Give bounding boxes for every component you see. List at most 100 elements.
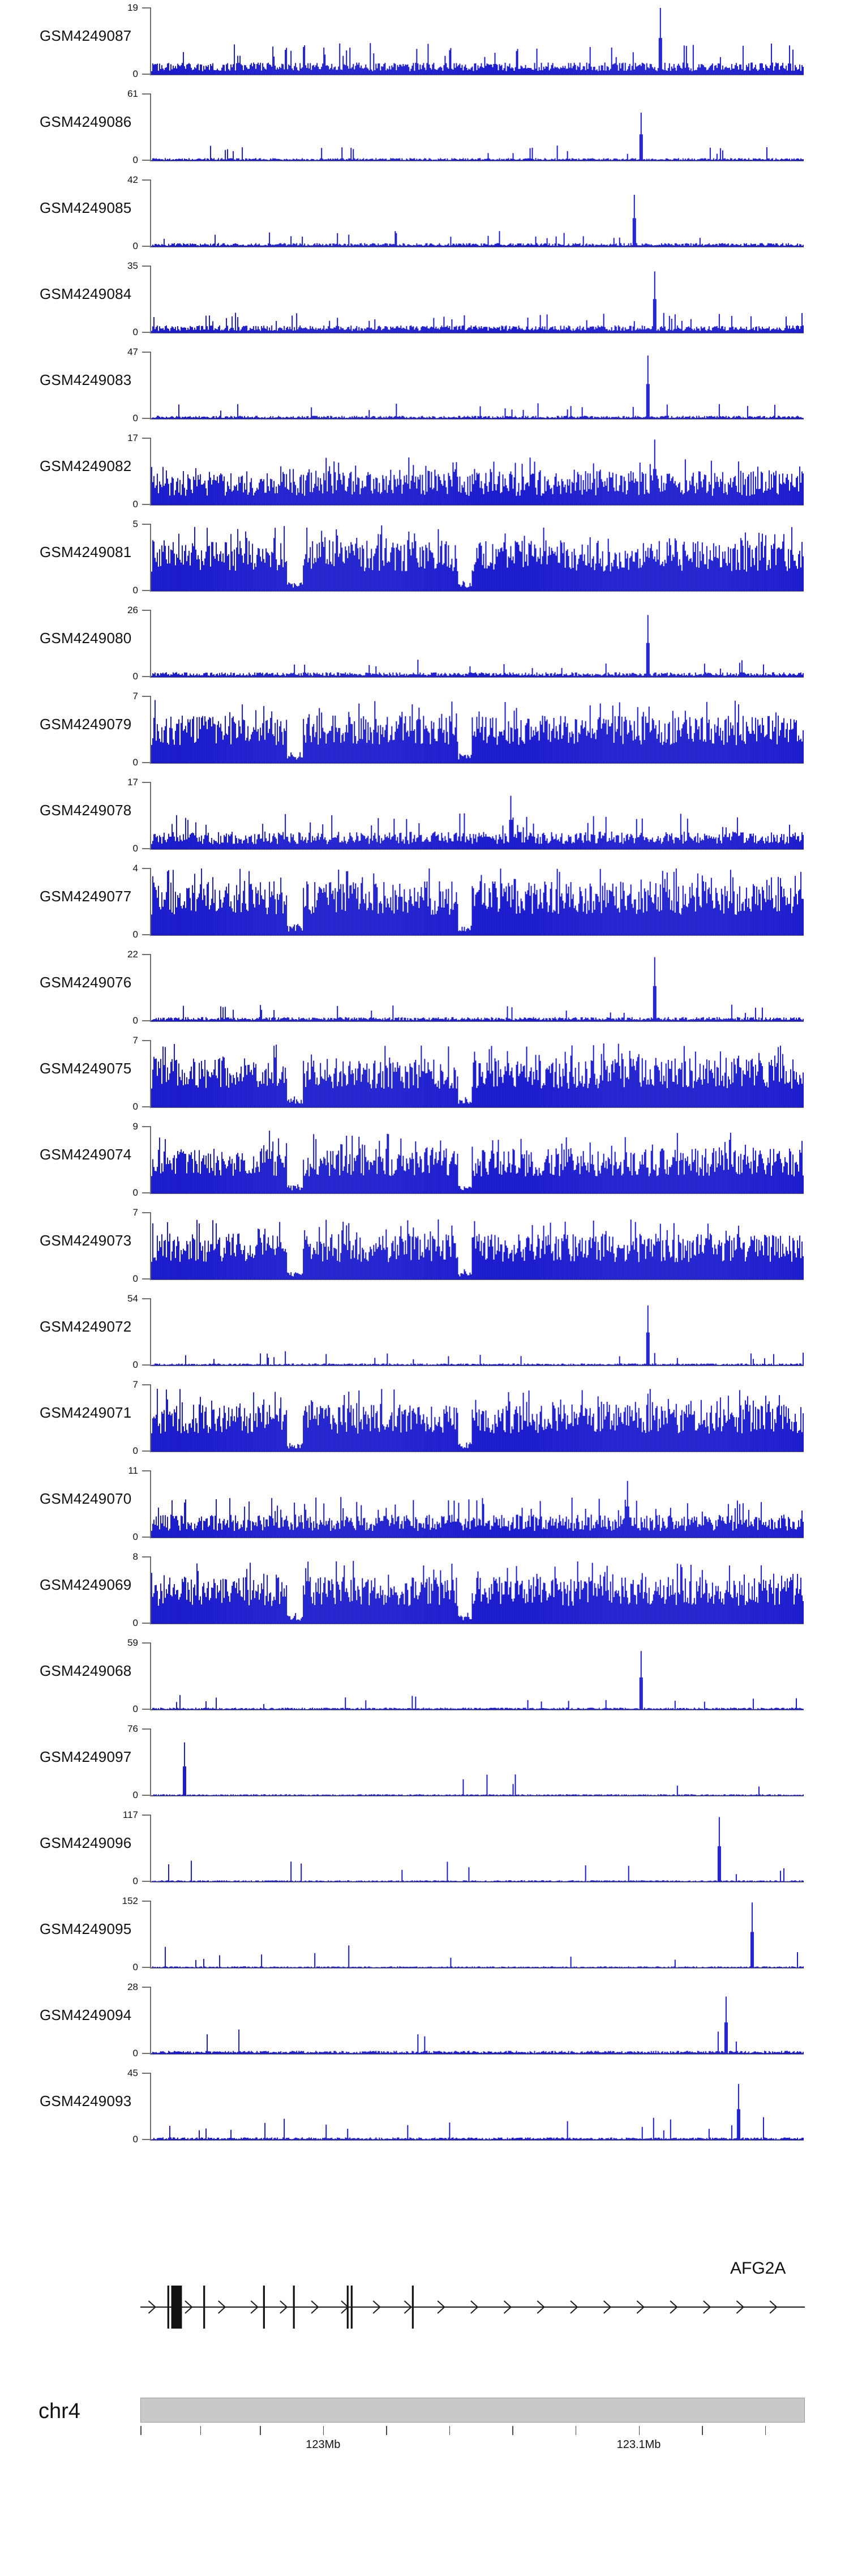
track-sample-label-GSM4249078: GSM4249078	[40, 802, 132, 819]
track-signal-plot[interactable]	[151, 868, 804, 935]
track-y-axis	[150, 868, 151, 935]
signal-track[interactable]: GSM4249080 26 0	[0, 602, 849, 688]
axis-min-label: 0	[132, 1273, 138, 1284]
track-y-axis	[150, 1987, 151, 2054]
track-sample-label-GSM4249085: GSM4249085	[40, 199, 132, 216]
ruler-tick-label: 123.1Mb	[616, 2438, 661, 2451]
axis-tick-top	[142, 610, 151, 611]
signal-track[interactable]: GSM4249078 17 0	[0, 774, 849, 861]
signal-track[interactable]: GSM4249076 22 0	[0, 947, 849, 1033]
track-signal-plot[interactable]	[151, 1557, 804, 1624]
track-y-axis	[150, 1901, 151, 1968]
signal-track[interactable]: GSM4249095 152 0	[0, 1893, 849, 1979]
track-signal-plot[interactable]	[151, 782, 804, 849]
gene-exon[interactable]	[411, 2286, 414, 2329]
track-signal-plot[interactable]	[151, 955, 804, 1021]
track-signal-plot[interactable]	[151, 94, 804, 161]
signal-track[interactable]: GSM4249081 5 0	[0, 516, 849, 602]
track-sample-label-GSM4249086: GSM4249086	[40, 113, 132, 130]
axis-tick-top	[142, 1815, 151, 1816]
axis-min-label: 0	[132, 499, 138, 510]
signal-track[interactable]: GSM4249084 35 0	[0, 258, 849, 344]
track-signal-plot[interactable]	[151, 524, 804, 591]
signal-track[interactable]: GSM4249085 42 0	[0, 172, 849, 258]
track-sample-label-GSM4249071: GSM4249071	[40, 1404, 132, 1421]
track-signal-plot[interactable]	[151, 1987, 804, 2054]
gene-exon[interactable]	[263, 2286, 265, 2329]
signal-track[interactable]: GSM4249077 4 0	[0, 861, 849, 947]
axis-tick-top	[142, 782, 151, 783]
signal-track[interactable]: GSM4249087 19 0	[0, 0, 849, 86]
track-y-axis	[150, 524, 151, 591]
gene-strand-arrow-icon	[769, 2300, 778, 2314]
signal-track[interactable]: GSM4249082 17 0	[0, 430, 849, 516]
gene-exon[interactable]	[167, 2286, 169, 2329]
track-signal-plot[interactable]	[151, 1041, 804, 1107]
track-signal-plot[interactable]	[151, 1729, 804, 1796]
gene-name-label: AFG2A	[730, 2259, 786, 2278]
track-signal-plot[interactable]	[151, 1643, 804, 1710]
axis-max-label: 4	[132, 863, 138, 874]
signal-track[interactable]: GSM4249097 76 0	[0, 1721, 849, 1807]
gene-exon[interactable]	[293, 2286, 295, 2329]
axis-min-label: 0	[132, 1015, 138, 1026]
track-sample-label-GSM4249094: GSM4249094	[40, 2006, 132, 2023]
gene-exon[interactable]	[174, 2286, 178, 2329]
gene-strand-arrow-icon	[148, 2300, 156, 2314]
axis-tick-bottom	[142, 1795, 151, 1796]
signal-track[interactable]: GSM4249075 7 0	[0, 1033, 849, 1119]
signal-track[interactable]: GSM4249072 54 0	[0, 1291, 849, 1377]
track-signal-plot[interactable]	[151, 438, 804, 505]
gene-exon[interactable]	[171, 2286, 175, 2329]
signal-track[interactable]: GSM4249074 9 0	[0, 1119, 849, 1205]
axis-max-label: 61	[127, 88, 138, 99]
track-signal-plot[interactable]	[151, 1815, 804, 1882]
signal-track[interactable]: GSM4249068 59 0	[0, 1635, 849, 1721]
signal-track[interactable]: GSM4249096 117 0	[0, 1807, 849, 1893]
axis-tick-bottom	[142, 1364, 151, 1366]
track-signal-plot[interactable]	[151, 1213, 804, 1280]
axis-tick-bottom	[142, 332, 151, 333]
signal-track[interactable]: GSM4249070 11 0	[0, 1463, 849, 1549]
track-signal-plot[interactable]	[151, 352, 804, 419]
track-signal-plot[interactable]	[151, 1299, 804, 1366]
signal-track[interactable]: GSM4249073 7 0	[0, 1205, 849, 1291]
track-y-axis	[150, 696, 151, 763]
signal-track[interactable]: GSM4249083 47 0	[0, 344, 849, 430]
axis-tick-bottom	[142, 1192, 151, 1193]
track-signal-plot[interactable]	[151, 1127, 804, 1193]
gene-exon[interactable]	[178, 2286, 182, 2329]
signal-track[interactable]: GSM4249069 8 0	[0, 1549, 849, 1635]
chromosome-ideogram-bar[interactable]	[140, 2398, 805, 2423]
track-signal-plot[interactable]	[151, 8, 804, 75]
signal-track[interactable]: GSM4249079 7 0	[0, 688, 849, 774]
track-y-axis	[150, 1299, 151, 1366]
axis-tick-bottom	[142, 1537, 151, 1538]
signal-track[interactable]: GSM4249086 61 0	[0, 86, 849, 172]
signal-track[interactable]: GSM4249071 7 0	[0, 1377, 849, 1463]
track-signal-plot[interactable]	[151, 2073, 804, 2140]
gene-exon[interactable]	[346, 2286, 349, 2329]
track-signal-plot[interactable]	[151, 696, 804, 763]
track-y-axis	[150, 8, 151, 75]
track-signal-plot[interactable]	[151, 1901, 804, 1968]
ruler-tick	[323, 2426, 324, 2435]
gene-exon[interactable]	[176, 2286, 180, 2329]
axis-tick-bottom	[142, 1278, 151, 1280]
gene-annotation-track[interactable]: AFG2A	[0, 2259, 849, 2355]
track-signal-plot[interactable]	[151, 180, 804, 247]
track-sample-label-GSM4249072: GSM4249072	[40, 1318, 132, 1335]
axis-min-label: 0	[132, 1704, 138, 1714]
signal-track[interactable]: GSM4249093 45 0	[0, 2065, 849, 2151]
track-y-axis	[150, 94, 151, 161]
gene-exon[interactable]	[350, 2286, 353, 2329]
gene-model-svg[interactable]	[0, 2282, 849, 2350]
track-signal-plot[interactable]	[151, 1471, 804, 1538]
axis-max-label: 59	[127, 1637, 138, 1648]
track-signal-plot[interactable]	[151, 1385, 804, 1452]
gene-exon[interactable]	[203, 2286, 205, 2329]
track-y-axis	[150, 1471, 151, 1538]
track-signal-plot[interactable]	[151, 266, 804, 333]
signal-track[interactable]: GSM4249094 28 0	[0, 1979, 849, 2065]
track-signal-plot[interactable]	[151, 610, 804, 677]
